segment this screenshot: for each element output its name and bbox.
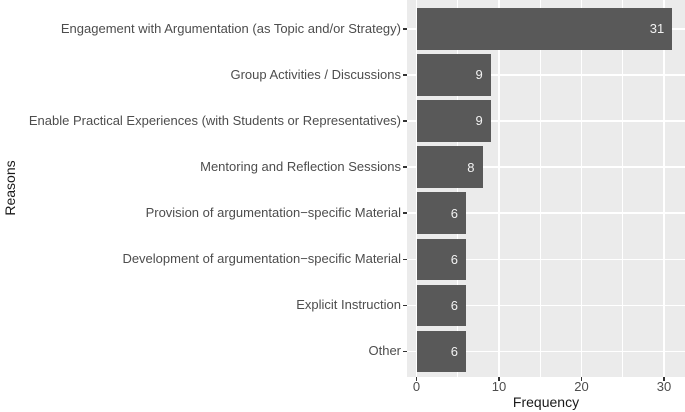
bar-3: 9 xyxy=(416,100,491,142)
bar-1: 31 xyxy=(416,8,673,50)
bar-value-label: 8 xyxy=(467,159,475,175)
bar-value-label: 6 xyxy=(450,251,458,267)
category-gridline xyxy=(407,120,685,122)
category-label: Explicit Instruction xyxy=(296,297,401,313)
category-label: Provision of argumentation−specific Mate… xyxy=(145,205,401,221)
chart-panel: 31 9 9 8 6 6 6 6 xyxy=(407,0,685,377)
category-label: Group Activities / Discussions xyxy=(230,66,401,82)
x-tick-mark xyxy=(498,377,500,381)
minor-gridline xyxy=(539,0,541,377)
x-tick-label: 0 xyxy=(412,379,421,394)
x-tick-mark xyxy=(580,377,583,381)
bar-value-label: 6 xyxy=(450,205,458,221)
y-tick-mark xyxy=(402,350,407,353)
y-tick-mark xyxy=(402,304,407,307)
major-gridline xyxy=(498,0,500,377)
category-label: Enable Practical Experiences (with Stude… xyxy=(28,112,401,128)
category-gridline xyxy=(407,74,685,76)
bar-value-label: 31 xyxy=(649,21,665,37)
y-tick-mark xyxy=(402,28,407,30)
bar-value-label: 9 xyxy=(475,113,483,129)
category-label: Development of argumentation−specific Ma… xyxy=(122,251,401,267)
y-tick-mark xyxy=(402,258,407,260)
bar-value-label: 6 xyxy=(450,297,458,313)
category-gridline xyxy=(407,258,685,260)
x-axis-title: Frequency xyxy=(512,394,580,410)
category-gridline xyxy=(407,304,685,307)
bar-5: 6 xyxy=(416,192,466,234)
major-gridline xyxy=(415,0,418,377)
x-tick-label: 30 xyxy=(656,379,672,394)
bar-value-label: 6 xyxy=(450,343,458,359)
bar-2: 9 xyxy=(416,54,491,96)
category-gridline xyxy=(407,212,685,214)
y-tick-mark xyxy=(402,166,407,168)
bar-7: 6 xyxy=(416,284,466,327)
category-label: Other xyxy=(368,343,401,359)
bar-value-label: 9 xyxy=(475,67,483,83)
minor-gridline xyxy=(622,0,624,377)
major-gridline xyxy=(663,0,665,377)
category-label: Mentoring and Reflection Sessions xyxy=(200,159,401,175)
major-gridline xyxy=(580,0,583,377)
y-tick-mark xyxy=(402,212,407,214)
category-gridline xyxy=(407,166,685,168)
x-tick-label: 20 xyxy=(574,379,589,394)
minor-gridline xyxy=(457,0,459,377)
bar-8: 6 xyxy=(416,330,466,373)
x-tick-label: 10 xyxy=(491,379,507,394)
category-label: Engagement with Argumentation (as Topic … xyxy=(60,20,401,36)
y-tick-mark xyxy=(402,120,407,122)
y-tick-mark xyxy=(402,74,407,76)
bar-4: 8 xyxy=(416,146,483,188)
category-gridline xyxy=(407,350,685,353)
x-tick-mark xyxy=(415,377,418,381)
bar-6: 6 xyxy=(416,238,466,280)
x-tick-mark xyxy=(663,377,665,381)
